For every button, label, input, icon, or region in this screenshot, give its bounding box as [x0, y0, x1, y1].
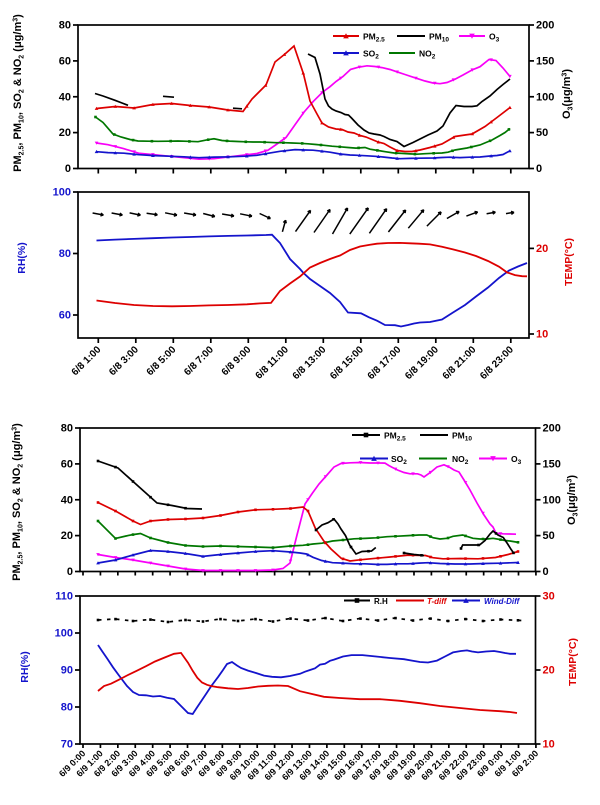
svg-text:10: 10: [536, 329, 548, 341]
svg-text:200: 200: [536, 20, 554, 32]
svg-text:90: 90: [61, 665, 73, 677]
svg-text:60: 60: [61, 459, 73, 471]
svg-text:R.H: R.H: [374, 597, 388, 606]
svg-text:0: 0: [536, 163, 542, 175]
svg-text:20: 20: [61, 530, 73, 542]
svg-text:100: 100: [55, 628, 73, 640]
svg-text:RH(%): RH(%): [16, 242, 28, 274]
svg-text:80: 80: [59, 248, 71, 260]
svg-text:150: 150: [543, 459, 561, 471]
svg-text:40: 40: [61, 494, 73, 506]
svg-text:20: 20: [536, 243, 548, 255]
svg-text:200: 200: [543, 423, 561, 435]
svg-text:0: 0: [67, 566, 73, 578]
svg-text:80: 80: [61, 702, 73, 714]
svg-text:RH(%): RH(%): [19, 651, 31, 683]
svg-text:40: 40: [59, 91, 71, 103]
svg-text:TEMP(°C): TEMP(°C): [567, 638, 579, 686]
svg-text:20: 20: [543, 665, 555, 677]
svg-text:0: 0: [65, 163, 71, 175]
svg-text:10: 10: [543, 739, 555, 751]
svg-text:70: 70: [61, 739, 73, 751]
svg-text:0: 0: [543, 566, 549, 578]
svg-text:100: 100: [543, 494, 561, 506]
svg-text:110: 110: [55, 591, 73, 603]
svg-text:T-diff: T-diff: [427, 597, 448, 606]
svg-text:50: 50: [543, 530, 555, 542]
svg-text:Wind-Diff: Wind-Diff: [484, 597, 521, 606]
svg-text:60: 60: [59, 56, 71, 68]
svg-text:30: 30: [543, 591, 555, 603]
svg-text:150: 150: [536, 56, 554, 68]
svg-text:80: 80: [59, 20, 71, 32]
svg-text:100: 100: [53, 187, 71, 199]
svg-text:TEMP(°C): TEMP(°C): [563, 238, 575, 286]
svg-text:100: 100: [536, 91, 554, 103]
svg-text:60: 60: [59, 310, 71, 322]
svg-text:80: 80: [61, 423, 73, 435]
svg-text:20: 20: [59, 127, 71, 139]
svg-text:50: 50: [536, 127, 548, 139]
